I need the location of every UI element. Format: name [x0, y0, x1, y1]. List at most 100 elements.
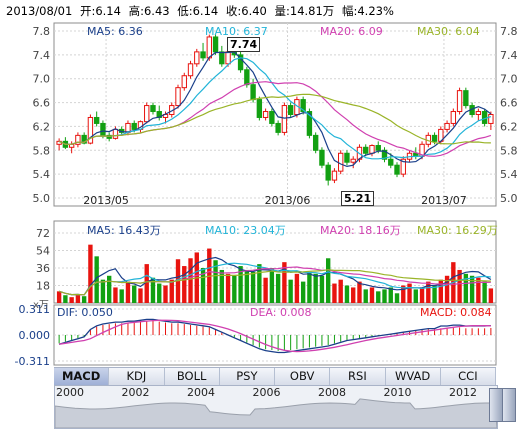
candle-body [131, 122, 137, 130]
candle-body [294, 99, 300, 116]
volume-bar [75, 294, 81, 303]
tab-psy[interactable]: PSY [220, 368, 275, 385]
candle-body [481, 111, 488, 124]
tab-macd[interactable]: MACD [54, 368, 110, 385]
candle-body [87, 116, 94, 144]
volume-bar [426, 281, 431, 303]
volume-bar [282, 262, 287, 303]
candle-body [81, 134, 87, 144]
vol-ytick: 72 [36, 227, 50, 240]
candle-body [319, 149, 325, 166]
price-ytick-right: 6.2 [500, 120, 518, 133]
volume-bar [376, 291, 381, 303]
volume-bar [451, 262, 456, 303]
volume-bar [394, 293, 400, 303]
volume-bar [194, 252, 199, 303]
candle-body [363, 146, 369, 154]
candle-body [68, 143, 75, 148]
candle-body [488, 114, 494, 124]
candle-body [275, 122, 281, 133]
timeline-year-label: 2000 [56, 386, 84, 399]
volume-bar [119, 289, 124, 303]
price-xtick: 2013/05 [83, 194, 129, 207]
volume-bar [81, 296, 87, 303]
volume-bar [288, 279, 293, 303]
volume-bar [188, 258, 193, 303]
header-high: 高:6.43 [128, 4, 170, 18]
volume-bar [482, 281, 487, 303]
candle-body [350, 158, 356, 163]
candle-body [431, 134, 438, 142]
candle-body [312, 134, 319, 151]
tab-kdj[interactable]: KDJ [109, 368, 165, 385]
candle-body [156, 111, 162, 118]
volume-bar [413, 289, 418, 303]
candle-body [419, 143, 425, 157]
candle-body [181, 75, 187, 89]
price-ytick-left: 7.0 [33, 73, 51, 86]
candle-body [306, 111, 313, 136]
volume-bar [369, 287, 375, 303]
price-ytick-left: 5.8 [33, 144, 51, 157]
tab-obv[interactable]: OBV [275, 368, 331, 385]
candle-body [400, 158, 406, 175]
tab-rsi[interactable]: RSI [330, 368, 386, 385]
candle-body [93, 116, 100, 124]
candle-body [369, 145, 375, 154]
header-info: 2013/08/01 开:6.14 高:6.43 低:6.14 收:6.40 量… [6, 3, 398, 19]
price-ytick-right: 5.8 [500, 144, 518, 157]
tab-cci[interactable]: CCI [441, 368, 496, 385]
candle-body [375, 145, 381, 151]
header-open: 开:6.14 [79, 4, 121, 18]
price-xtick: 2013/06 [265, 194, 311, 207]
volume-bar [163, 285, 168, 303]
candle-body [106, 134, 112, 139]
timeline-right-handle[interactable] [502, 388, 516, 422]
macd-ytick: 0.000 [19, 329, 51, 342]
vol-ma20-line [58, 266, 491, 296]
price-ytick-right: 6.6 [500, 97, 518, 110]
volume-bar [401, 285, 406, 303]
vol-ytick: 54 [36, 245, 50, 258]
candle-body [469, 105, 475, 116]
volume-bar [319, 275, 325, 303]
timeline-left-handle[interactable] [489, 388, 503, 422]
price-ytick-right: 7.4 [500, 49, 518, 62]
volume-bar [238, 266, 243, 303]
volume-bar [476, 277, 481, 303]
volume-bar [144, 264, 149, 303]
tab-boll[interactable]: BOLL [165, 368, 220, 385]
volume-bar [432, 285, 437, 303]
macd-value-label: MACD: 0.084 [420, 306, 492, 319]
volume-bar [263, 277, 268, 303]
vol-ma5-line [58, 256, 492, 296]
timeline-year-label: 2008 [318, 386, 346, 399]
timeline-year-label: 2004 [187, 386, 215, 399]
header-change: 幅:4.23% [341, 4, 394, 18]
volume-bar [63, 295, 68, 303]
vol-ma20-label: MA20: 18.16万 [320, 224, 401, 237]
candle-body [219, 51, 225, 65]
vol-ytick: 36 [36, 262, 50, 275]
macd-dea-line [59, 319, 491, 353]
price-ma20-label: MA20: 6.09 [320, 25, 383, 38]
candle-body [331, 170, 338, 181]
volume-bar [219, 269, 225, 303]
macd-ytick: -0.311 [15, 355, 50, 368]
volume-bar [150, 277, 156, 303]
volume-bar [357, 281, 362, 303]
indicator-tabs: MACD KDJ BOLL PSY OBV RSI WVAD CCI [54, 367, 496, 386]
volume-bar [200, 268, 206, 303]
volume-bar [463, 273, 469, 303]
volume-bar [100, 279, 106, 303]
price-ma5-label: MA5: 6.36 [87, 25, 143, 38]
volume-bar [132, 285, 137, 303]
candle-body [425, 134, 431, 145]
candle-body [438, 128, 444, 142]
volume-bar [444, 275, 450, 303]
tab-wvad[interactable]: WVAD [386, 368, 441, 385]
vol-ma10-line [58, 262, 491, 296]
candle-body [150, 105, 156, 113]
volume-bar [294, 273, 300, 303]
volume-bar [269, 268, 275, 303]
